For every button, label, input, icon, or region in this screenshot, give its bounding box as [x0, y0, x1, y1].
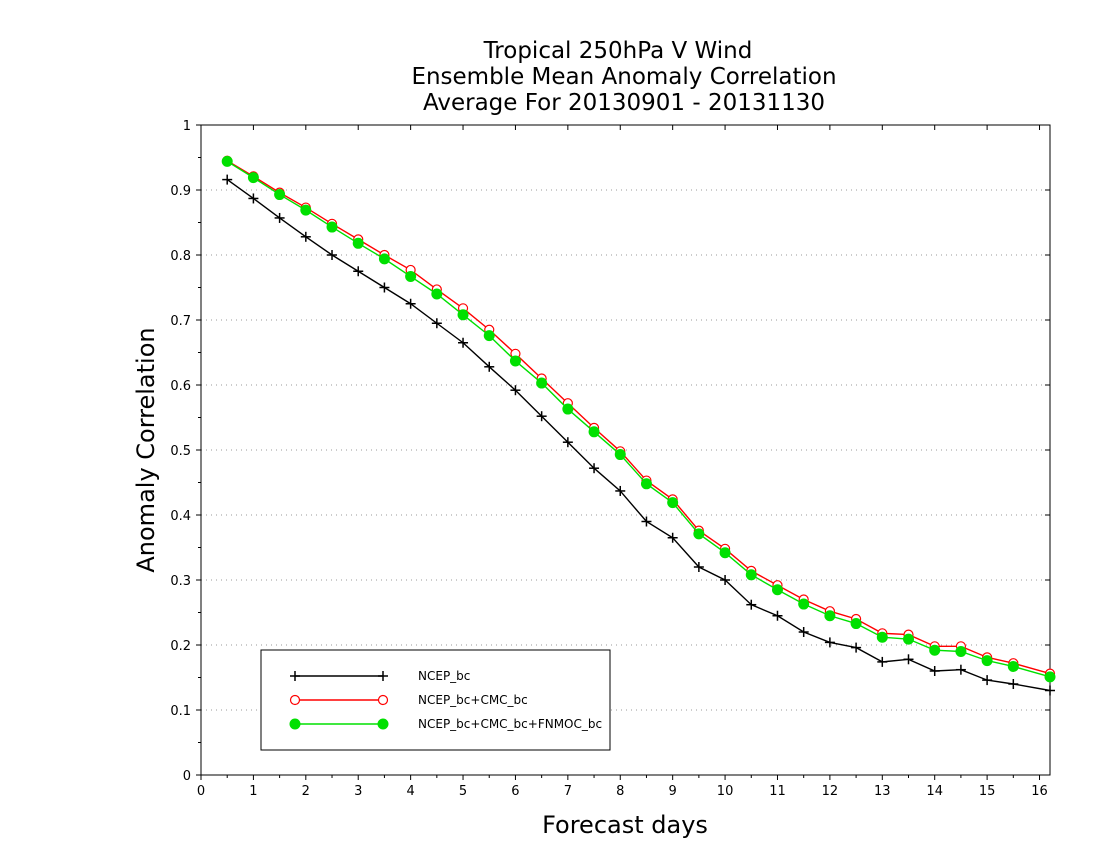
chart-title-line-1: Tropical 250hPa V Wind [483, 38, 753, 64]
filled-circle-marker [824, 610, 836, 622]
filled-circle-marker [929, 644, 941, 656]
filled-circle-marker [798, 598, 810, 610]
series-line [226, 160, 1051, 675]
x-tick-label: 5 [459, 784, 467, 799]
x-tick-label: 12 [822, 784, 839, 799]
filled-circle-marker [509, 355, 521, 367]
filled-circle-marker [326, 221, 338, 233]
filled-circle-marker [588, 426, 600, 438]
chart-title: Tropical 250hPa V Wind Ensemble Mean Ano… [411, 38, 836, 116]
legend-entry-2: NCEP_bc+CMC_bc [289, 693, 528, 707]
filled-circle-marker [614, 449, 626, 461]
x-tick-label: 1 [249, 784, 257, 799]
x-tick-label: 9 [669, 784, 677, 799]
filled-circle-marker [1007, 660, 1019, 672]
x-tick-label: 10 [717, 784, 734, 799]
filled-circle-marker [247, 172, 259, 184]
chart-title-line-2: Ensemble Mean Anomaly Correlation [411, 64, 836, 90]
filled-circle-marker [981, 655, 993, 667]
y-tick-label: 0.7 [170, 314, 191, 329]
filled-circle-marker [483, 330, 495, 342]
filled-circle-marker [377, 718, 389, 730]
filled-circle-marker [771, 584, 783, 596]
legend-label: NCEP_bc [418, 669, 470, 683]
y-tick-label: 0.6 [170, 379, 191, 394]
y-tick-label: 1 [183, 119, 191, 134]
x-axis: 0 1 2 3 4 5 6 7 8 9 10 11 12 13 14 15 16 [197, 125, 1048, 799]
series-line [226, 160, 1051, 678]
filled-circle-marker [378, 253, 390, 265]
filled-circle-marker [405, 270, 417, 282]
y-tick-label: 0.2 [170, 639, 191, 654]
filled-circle-marker [352, 237, 364, 249]
filled-circle-marker [850, 618, 862, 630]
x-tick-label: 16 [1031, 784, 1048, 799]
filled-circle-marker [955, 646, 967, 657]
filled-circle-marker [289, 718, 301, 730]
grid [201, 189, 1050, 711]
filled-circle-marker [693, 528, 705, 540]
filled-circle-marker [274, 189, 286, 201]
chart-title-line-3: Average For 20130901 - 20131130 [423, 90, 825, 116]
y-tick-label: 0 [183, 769, 191, 784]
x-tick-label: 13 [874, 784, 891, 799]
series-1 [222, 174, 1055, 696]
y-tick-label: 0.4 [170, 509, 191, 524]
y-tick-label: 0.3 [170, 574, 191, 589]
x-axis-label: Forecast days [542, 811, 708, 839]
filled-circle-marker [745, 569, 757, 581]
legend: NCEP_bc NCEP_bc+CMC_bc NCEP_bc+CMC_bc+FNMO… [260, 649, 611, 751]
filled-circle-marker [1044, 671, 1056, 683]
filled-circle-marker [431, 288, 443, 300]
open-circle-marker [289, 694, 301, 706]
filled-circle-marker [300, 204, 312, 216]
y-axis: 0 0.1 0.2 0.3 0.4 0.5 0.6 0.7 0.8 0.9 1 [170, 119, 1050, 784]
filled-circle-marker [719, 547, 731, 559]
filled-circle-marker [640, 478, 652, 490]
x-tick-label: 15 [979, 784, 996, 799]
y-tick-label: 0.9 [170, 184, 191, 199]
x-tick-label: 6 [511, 784, 519, 799]
series-2 [222, 155, 1056, 679]
open-circle-marker [377, 694, 389, 706]
y-tick-label: 0.5 [170, 444, 191, 459]
filled-circle-marker [536, 377, 548, 389]
filled-circle-marker [903, 633, 914, 645]
series-3 [221, 155, 1056, 683]
x-tick-label: 14 [926, 784, 943, 799]
x-tick-label: 8 [616, 784, 624, 799]
legend-entry-1: NCEP_bc [290, 669, 470, 683]
legend-label: NCEP_bc+CMC_bc+FNMOC_bc [418, 717, 602, 731]
y-tick-label: 0.8 [170, 249, 191, 264]
filled-circle-marker [876, 631, 888, 643]
filled-circle-marker [457, 309, 469, 321]
series-line [226, 179, 1051, 692]
x-tick-label: 11 [769, 784, 786, 799]
x-tick-label: 2 [302, 784, 310, 799]
x-tick-label: 4 [406, 784, 414, 799]
x-tick-label: 7 [564, 784, 572, 799]
legend-label: NCEP_bc+CMC_bc [418, 693, 528, 707]
series-group [221, 155, 1056, 696]
y-axis-label: Anomaly Correlation [132, 327, 160, 572]
y-tick-label: 0.1 [170, 704, 191, 719]
filled-circle-marker [667, 497, 679, 509]
x-tick-label: 0 [197, 784, 205, 799]
legend-entry-3: NCEP_bc+CMC_bc+FNMOC_bc [289, 717, 602, 731]
x-tick-label: 3 [354, 784, 362, 799]
filled-circle-marker [562, 403, 574, 415]
filled-circle-marker [221, 155, 233, 167]
